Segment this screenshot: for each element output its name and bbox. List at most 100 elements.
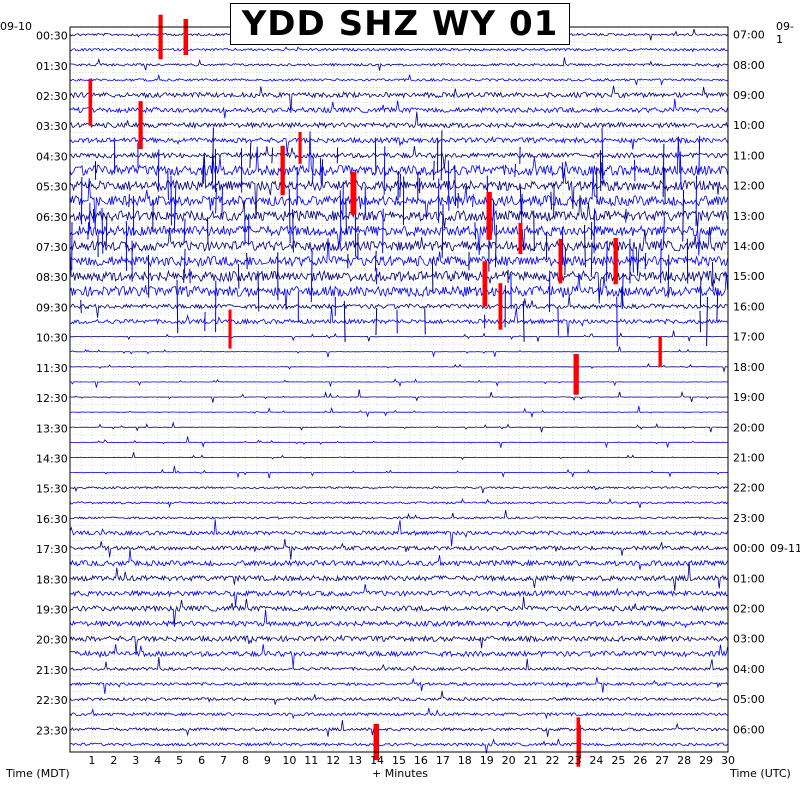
trace-row (69, 153, 728, 219)
right-time-tick: 18:00 (733, 361, 765, 374)
right-time-tick: 05:00 (733, 693, 765, 706)
right-time-tick: 21:00 (733, 451, 765, 464)
right-time-tick: 15:00 (733, 270, 765, 283)
trace-row (70, 346, 728, 358)
event-burst (644, 252, 647, 270)
event-burst (601, 128, 604, 183)
x-tick-label: 15 (392, 754, 406, 767)
event-burst (616, 296, 618, 347)
left-time-labels: 00:30 01:30 02:30 03:30 04:30 05:30 06:30 07:30… (36, 30, 68, 738)
trace-row (69, 690, 728, 705)
trace-row (69, 111, 728, 130)
right-time-tick: 03:00 (733, 633, 765, 646)
left-axis-label: Time (MDT) (6, 767, 70, 780)
trace-row (69, 584, 728, 607)
x-tick-label: 14 (370, 754, 384, 767)
x-tick-label: 20 (502, 754, 516, 767)
clip-spike (138, 101, 143, 150)
x-tick-label: 4 (154, 754, 161, 767)
trace-row (69, 465, 728, 479)
clip-spike (613, 237, 618, 285)
event-burst (249, 142, 252, 169)
event-burst (522, 301, 525, 342)
clip-spike (518, 222, 523, 255)
clip-spike (228, 309, 232, 349)
event-burst (345, 198, 347, 234)
right-date-label: 09-1 (776, 20, 794, 46)
trace-row (69, 199, 728, 256)
x-tick-label: 8 (242, 754, 249, 767)
x-tick-label: 3 (132, 754, 139, 767)
trace-row (69, 421, 728, 433)
clip-spike (486, 191, 492, 240)
clip-spike (573, 354, 579, 395)
event-burst (519, 186, 522, 215)
right-time-tick: 06:00 (733, 723, 765, 736)
trace-row (69, 548, 728, 570)
event-burst (176, 279, 179, 334)
event-burst (550, 191, 553, 210)
clip-spike (498, 283, 503, 330)
event-burst (662, 216, 665, 246)
left-time-tick: 03:30 (36, 120, 68, 133)
right-time-tick: 01:00 (733, 572, 765, 585)
x-tick-label: 7 (220, 754, 227, 767)
left-time-tick: 20:30 (36, 634, 68, 647)
event-burst (311, 157, 314, 184)
left-time-tick: 06:30 (36, 211, 68, 224)
right-time-tick: 02:00 (733, 603, 765, 616)
x-tick-label: 28 (677, 754, 691, 767)
left-date-label: 09-10 (0, 20, 32, 33)
x-tick-label: 9 (264, 754, 271, 767)
event-burst (382, 208, 384, 254)
event-burst (706, 296, 708, 347)
right-time-tick: 22:00 (733, 482, 765, 495)
left-time-tick: 02:30 (36, 90, 68, 103)
event-burst (128, 194, 130, 208)
trace-row (69, 98, 728, 119)
event-burst (215, 187, 217, 214)
trace-row (69, 677, 728, 695)
left-time-tick: 21:30 (36, 664, 68, 677)
event-burst (601, 162, 603, 179)
trace-row (69, 146, 728, 169)
left-time-tick: 14:30 (36, 452, 68, 465)
x-tick-label: 21 (524, 754, 538, 767)
event-burst (494, 224, 497, 268)
trace-row (69, 85, 728, 113)
event-burst (441, 204, 444, 258)
event-burst (167, 171, 169, 201)
trace-row (69, 227, 728, 276)
clip-spike (280, 145, 285, 196)
x-tick-label: 1 (88, 754, 95, 767)
x-tick-label: 16 (414, 754, 428, 767)
event-burst (374, 250, 377, 272)
event-burst (87, 222, 90, 240)
x-tick-label: 25 (611, 754, 625, 767)
event-burst (593, 208, 596, 254)
trace-row (69, 596, 728, 625)
clip-spike (482, 261, 488, 307)
x-tick-label: 5 (176, 754, 183, 767)
trace-row (69, 644, 728, 668)
event-burst (374, 137, 377, 174)
trace-row (70, 452, 728, 461)
trace-row (69, 289, 728, 318)
minute-tick-labels: 1 2 3 4 5 6 7 8 9 10 11 12 13 14 15 16 17 18 19 20 21 22 23 24 2… (88, 754, 735, 767)
x-tick-label: 17 (436, 754, 450, 767)
clipped-spikes (88, 14, 662, 767)
x-tick-label: 29 (699, 754, 713, 767)
event-burst (237, 263, 240, 289)
trace-row (69, 485, 728, 494)
right-time-tick: 09:00 (733, 89, 765, 102)
left-time-tick: 17:30 (36, 543, 68, 556)
event-burst (399, 173, 402, 198)
chart-title: YDD SHZ WY 01 (230, 3, 570, 45)
event-burst (514, 163, 517, 178)
trace-row (69, 248, 728, 304)
event-burst (183, 218, 186, 244)
x-tick-label: 22 (546, 754, 560, 767)
event-burst (431, 259, 434, 294)
trace-row (69, 195, 728, 229)
right-date-tick: 09-11 (770, 542, 800, 555)
